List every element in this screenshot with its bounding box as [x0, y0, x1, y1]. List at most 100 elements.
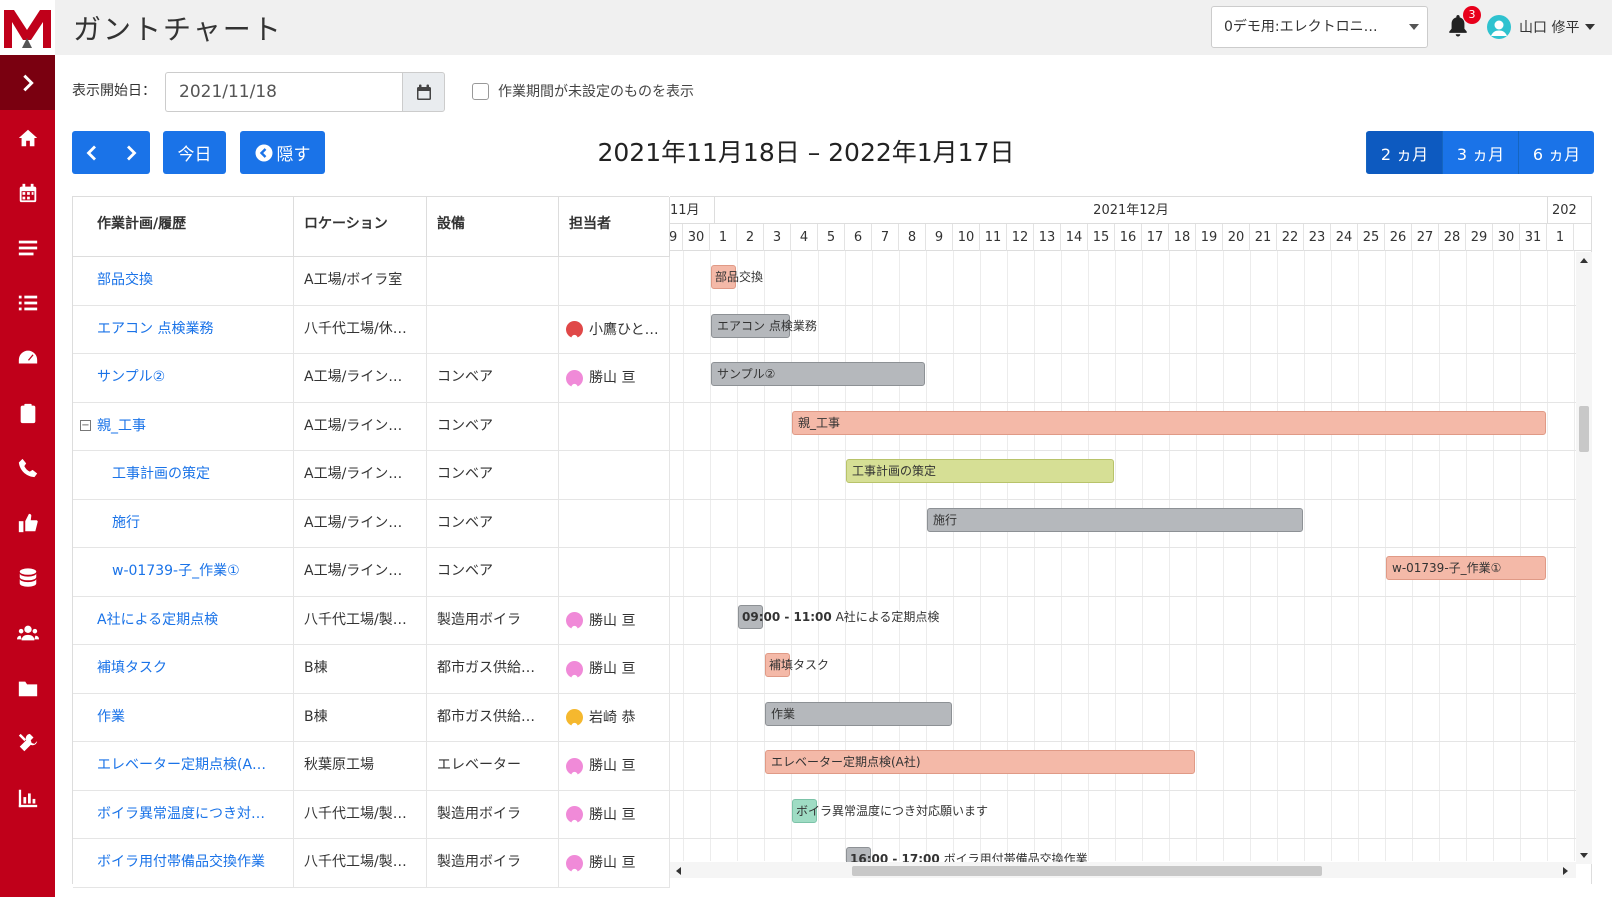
- day-gridline: [1088, 251, 1089, 861]
- column-header-assignee[interactable]: 担当者: [559, 197, 670, 257]
- location-cell: B棟: [294, 645, 427, 693]
- table-row[interactable]: 部品交換 A工場/ボイラ室: [73, 257, 670, 306]
- plan-name-link[interactable]: 施行: [73, 499, 294, 548]
- column-header-equipment[interactable]: 設備: [427, 197, 559, 257]
- sidebar-item-tools[interactable]: [0, 715, 55, 770]
- vertical-scrollbar[interactable]: [1576, 252, 1592, 864]
- table-row[interactable]: ボイラ異常温度につき対… 八千代工場/製… 製造用ボイラ 勝山 亘: [73, 790, 670, 839]
- plan-name-link[interactable]: A社による定期点検: [73, 596, 294, 645]
- sidebar-item-clipboard[interactable]: [0, 385, 55, 440]
- sidebar-item-checklist[interactable]: [0, 275, 55, 330]
- task-bar[interactable]: エアコン 点検業務: [711, 313, 817, 338]
- sidebar-item-folder[interactable]: [0, 660, 55, 715]
- task-bar[interactable]: サンプル②: [711, 362, 925, 387]
- vertical-scrollbar-thumb[interactable]: [1579, 406, 1589, 452]
- day-cell: 29: [1466, 224, 1493, 251]
- plan-name-link[interactable]: エアコン 点検業務: [73, 305, 294, 354]
- task-title: 補填タスク: [769, 658, 830, 673]
- day-cell: 16: [1115, 224, 1142, 251]
- plan-name-link[interactable]: ボイラ用付帯備品交換作業: [73, 839, 294, 887]
- equipment-cell: 都市ガス供給…: [427, 693, 559, 742]
- folder-icon: [18, 681, 37, 696]
- sidebar-item-chart[interactable]: [0, 770, 55, 825]
- plan-name-link[interactable]: ボイラ異常温度につき対…: [73, 790, 294, 839]
- table-row[interactable]: 施行 A工場/ライン… コンベア: [73, 499, 670, 548]
- today-button[interactable]: 今日: [163, 131, 226, 174]
- start-date-input[interactable]: 2021/11/18: [165, 72, 402, 112]
- row-gridline: [670, 401, 1591, 403]
- scroll-down-icon[interactable]: [1579, 852, 1589, 860]
- task-bar[interactable]: [738, 604, 763, 629]
- plan-name-link[interactable]: 補填タスク: [73, 645, 294, 693]
- scroll-right-icon[interactable]: [1562, 866, 1570, 876]
- span-2-months-button[interactable]: 2 ヵ月: [1366, 131, 1442, 174]
- span-3-months-button[interactable]: 3 ヵ月: [1442, 131, 1518, 174]
- task-bar[interactable]: [765, 653, 790, 678]
- table-row[interactable]: A社による定期点検 八千代工場/製… 製造用ボイラ 勝山 亘: [73, 596, 670, 645]
- task-bar[interactable]: [711, 265, 736, 290]
- plan-name-link[interactable]: 部品交換: [73, 257, 294, 305]
- sidebar-item-thumbs-up[interactable]: [0, 495, 55, 550]
- sidebar-item-phone[interactable]: [0, 440, 55, 495]
- day-cell: 17: [1142, 224, 1169, 251]
- calendar-picker-button[interactable]: [402, 72, 445, 112]
- plan-name-link[interactable]: w-01739-子_作業①: [73, 548, 294, 596]
- task-bar[interactable]: [792, 798, 817, 823]
- day-cell: 23: [1304, 224, 1331, 251]
- collapse-toggle-icon[interactable]: −: [80, 419, 91, 431]
- equipment-cell: 製造用ボイラ: [427, 790, 559, 839]
- user-name: 山口 修平: [1519, 20, 1580, 36]
- show-unset-label: 作業期間が未設定のものを表示: [498, 84, 694, 100]
- table-row[interactable]: サンプル② A工場/ライン… コンベア 勝山 亘: [73, 354, 670, 403]
- location-cell: A工場/ライン…: [294, 402, 427, 451]
- table-row[interactable]: 補填タスク B棟 都市ガス供給… 勝山 亘: [73, 645, 670, 694]
- task-grid: 作業計画/履歴 ロケーション 設備 担当者 部品交換 A工場/ボイラ室 エアコン 点…: [72, 196, 670, 888]
- sidebar-item-list[interactable]: [0, 220, 55, 275]
- day-gridline: [818, 251, 819, 861]
- task-bar[interactable]: 工事計画の策定: [846, 459, 1114, 484]
- task-bar[interactable]: w-01739-子_作業①: [1386, 556, 1546, 581]
- column-header-plan[interactable]: 作業計画/履歴: [73, 197, 294, 257]
- prev-button[interactable]: [72, 145, 111, 161]
- plan-name-link[interactable]: 親_工事: [73, 402, 294, 451]
- span-6-months-button[interactable]: 6 ヵ月: [1518, 131, 1594, 174]
- task-bar[interactable]: エレベーター定期点検(A社): [765, 750, 1195, 775]
- column-header-location[interactable]: ロケーション: [294, 197, 427, 257]
- next-button[interactable]: [111, 145, 150, 161]
- sidebar-item-dashboard[interactable]: [0, 330, 55, 385]
- day-gridline: [980, 251, 981, 861]
- table-row[interactable]: 工事計画の策定 A工場/ライン… コンベア: [73, 451, 670, 500]
- user-menu[interactable]: 山口 修平: [1487, 14, 1596, 40]
- task-bar[interactable]: 作業: [765, 701, 952, 726]
- plan-name-link[interactable]: 作業: [73, 693, 294, 742]
- task-bar-label: 部品交換: [715, 265, 763, 289]
- day-cell: 2: [737, 224, 764, 251]
- sidebar-item-expand[interactable]: [0, 55, 55, 110]
- table-row[interactable]: 作業 B棟 都市ガス供給… 岩崎 恭: [73, 693, 670, 742]
- table-row[interactable]: エアコン 点検業務 八千代工場/休… 小鷹ひと…: [73, 305, 670, 354]
- plan-name-link[interactable]: エレベーター定期点検(A…: [73, 742, 294, 790]
- task-bar[interactable]: 親_工事: [792, 410, 1546, 435]
- location-cell: 八千代工場/製…: [294, 839, 427, 887]
- scroll-up-icon[interactable]: [1579, 256, 1589, 264]
- table-row[interactable]: − 親_工事 A工場/ライン… コンベア: [73, 402, 670, 451]
- sidebar-item-database[interactable]: [0, 550, 55, 605]
- organization-select[interactable]: 0デモ用:エレクトロニ…: [1211, 6, 1428, 48]
- chevron-down-icon: [1585, 24, 1596, 30]
- task-bar[interactable]: 施行: [927, 507, 1303, 532]
- scroll-left-icon[interactable]: [674, 866, 682, 876]
- show-unset-checkbox[interactable]: [472, 83, 489, 100]
- equipment-cell: コンベア: [427, 499, 559, 548]
- table-row[interactable]: エレベーター定期点検(A… 秋葉原工場 エレベーター 勝山 亘: [73, 742, 670, 791]
- plan-name-link[interactable]: サンプル②: [73, 354, 294, 402]
- table-row[interactable]: ボイラ用付帯備品交換作業 八千代工場/製… 製造用ボイラ 勝山 亘: [73, 839, 670, 888]
- table-row[interactable]: w-01739-子_作業① A工場/ライン… コンベア: [73, 548, 670, 597]
- app-logo[interactable]: [0, 0, 55, 55]
- horizontal-scrollbar-thumb[interactable]: [852, 866, 1322, 876]
- bell-icon[interactable]: [1447, 14, 1469, 38]
- hide-button[interactable]: 隠す: [240, 131, 325, 174]
- plan-name-link[interactable]: 工事計画の策定: [73, 451, 294, 499]
- sidebar-item-calendar[interactable]: [0, 165, 55, 220]
- sidebar-item-home[interactable]: [0, 110, 55, 165]
- sidebar-item-users[interactable]: [0, 605, 55, 660]
